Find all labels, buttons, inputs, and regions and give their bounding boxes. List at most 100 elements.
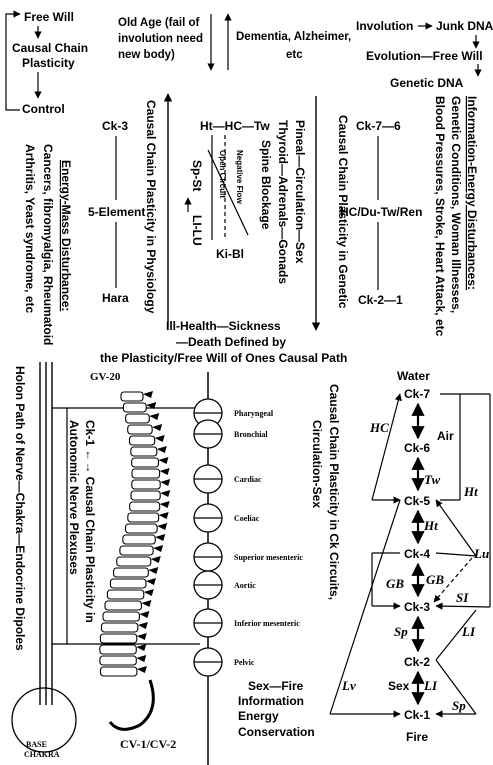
- vertebra-process: [136, 633, 147, 640]
- vertebra: [106, 589, 145, 600]
- ht-hc-tw-label: Ht—HC—Tw: [200, 119, 270, 133]
- plexus-label-cardiac: Cardiac: [234, 475, 262, 484]
- li-lu-label: LI-LU: [190, 215, 204, 246]
- dementia-line-1: Dementia, Alzheimer,: [236, 31, 351, 43]
- ck2-1-label: Ck-2—1: [358, 293, 403, 307]
- vertebra-process: [136, 644, 147, 651]
- base-chakra-circle: [11, 687, 77, 753]
- vertebra-process: [153, 545, 164, 552]
- conservation-label: Conservation: [238, 725, 315, 739]
- vertebra: [119, 545, 154, 556]
- ki-bl-label: Ki-Bl: [216, 247, 244, 261]
- vertebra: [125, 413, 150, 424]
- vertebra: [109, 578, 147, 589]
- lu-label: Lu: [473, 546, 489, 561]
- circuit-title-1: Causal Chain Plasticity in Ck Circuits,: [327, 384, 341, 600]
- ck6-node: Ck-6: [404, 441, 430, 455]
- thyroid-label: Thyroid—Adrenals—Gonads: [276, 120, 290, 284]
- vertebra: [124, 523, 158, 534]
- circuit-title-2: Circulation-Sex: [310, 420, 324, 508]
- plexus-label-bronchial: Bronchial: [234, 430, 268, 439]
- junk-dna-label: Junk DNA: [436, 19, 493, 33]
- involution-label: Involution: [356, 19, 413, 33]
- energy-mass-line-2: Arthritis, Yeast syndrome, etc: [23, 144, 37, 314]
- free-will-label: Free Will: [24, 10, 74, 24]
- air-label: Air: [437, 429, 454, 443]
- hara-label: Hara: [102, 291, 129, 305]
- old-age-line-1: Old Age (fail of: [118, 17, 200, 29]
- sp-left-label: Sp: [394, 624, 408, 639]
- old-age-block: Old Age (fail of involution need new bod…: [118, 13, 351, 71]
- vertebra: [99, 633, 138, 644]
- vertebra: [131, 468, 161, 479]
- ck5-node: Ck-5: [404, 494, 430, 508]
- causal-chain-label: Causal Chain: [12, 41, 88, 55]
- vertebra: [128, 435, 156, 446]
- pineal-label: Pineal—Circulation—Sex: [293, 120, 307, 264]
- vertebra-process: [139, 611, 150, 618]
- vertebra: [99, 644, 137, 655]
- ck7-6-label: Ck-7—6: [356, 119, 401, 133]
- si-label: SI: [456, 590, 469, 605]
- dementia-line-2: etc: [286, 49, 303, 61]
- ill-line-3: the Plasticity/Free Will of Ones Causal …: [100, 351, 347, 365]
- vertebra-process: [152, 424, 163, 431]
- control-label: Control: [22, 102, 65, 116]
- vertebra: [130, 446, 158, 457]
- energy-mass-line-1: Cancers, fibromyalgia, Rheumatoid: [41, 144, 55, 345]
- info-line-1: Genetic Conditions, Woman Illnesses,: [449, 96, 463, 313]
- tw-label: Tw: [424, 472, 440, 487]
- vertebra-process: [148, 567, 159, 574]
- vertebra: [120, 391, 144, 402]
- base-label: BASE: [26, 740, 47, 749]
- genetic-label: Causal Chain Plasticity in Genetic: [336, 115, 350, 309]
- vertebra-process: [150, 556, 161, 563]
- vertebra-process: [160, 490, 171, 497]
- ill-line-1: Ill-Health—Sickness: [166, 319, 281, 333]
- ck7-node: Ck-7: [404, 387, 430, 401]
- vertebra-process: [158, 512, 169, 519]
- cv-label: CV-1/CV-2: [120, 737, 176, 751]
- vertebra: [104, 600, 142, 611]
- evolution-label: Evolution—Free Will: [366, 49, 483, 63]
- vertebra: [122, 402, 147, 413]
- vertebra-process: [136, 655, 147, 662]
- vertebra: [127, 424, 153, 435]
- energy-mass-block: Energy-Mass Disturbance: Cancers, fibrom…: [23, 119, 145, 345]
- vertebra: [122, 534, 156, 545]
- genetic-dna-label: Genetic DNA: [390, 76, 464, 90]
- sp-st-label: Sp-St: [190, 160, 204, 191]
- information-label: Information: [238, 694, 304, 708]
- energy-label: Energy: [238, 709, 279, 723]
- vertebra: [100, 622, 139, 633]
- chakra-label: CHAKRA: [24, 750, 60, 759]
- vertebra-process: [143, 589, 154, 596]
- vertebra-process: [159, 468, 170, 475]
- gb-right-label: GB: [426, 572, 444, 587]
- vertebra-process: [145, 578, 156, 585]
- vertebra-process: [141, 600, 152, 607]
- vertebra: [131, 479, 161, 490]
- vertebra-process: [137, 622, 148, 629]
- physiology-label: Causal Chain Plasticity in Physiology: [144, 100, 158, 314]
- ck3-node: Ck-3: [404, 600, 430, 614]
- info-line-2: Blood Pressures, Stroke, Heart Attack, e…: [433, 96, 447, 337]
- vertebra-process: [155, 534, 166, 541]
- plexus-label-coeliac: Coeliac: [234, 514, 260, 523]
- vertebra-process: [160, 479, 171, 486]
- hc-label: HC: [369, 420, 389, 435]
- ill-line-2: —Death Defined by: [176, 335, 286, 349]
- vertebra: [102, 611, 140, 622]
- old-age-line-3: new body): [118, 49, 175, 61]
- ck2-node: Ck-2: [404, 655, 430, 669]
- plexus-label-pelvic: Pelvic: [234, 658, 255, 667]
- plexus-label-pharyngeal: Pharyngeal: [234, 409, 274, 418]
- spine-section: Holon Path of Nerve—Chakra—Endocrine Dip…: [11, 362, 303, 765]
- vertebra-process: [157, 523, 168, 530]
- endocrine-block: Pineal—Circulation—Sex Thyroid—Adrenals—…: [276, 120, 307, 284]
- plexus-label-inferior-mesenteric: Inferior mesenteric: [234, 619, 300, 628]
- plasticity-label: Plasticity: [22, 56, 75, 70]
- negative-flow-label: Negative Flow: [235, 150, 244, 205]
- hc-du-label: HC/Du-Tw/Ren: [340, 205, 422, 219]
- information-energy-block: Information-Energy Disturbances: Genetic…: [433, 96, 479, 337]
